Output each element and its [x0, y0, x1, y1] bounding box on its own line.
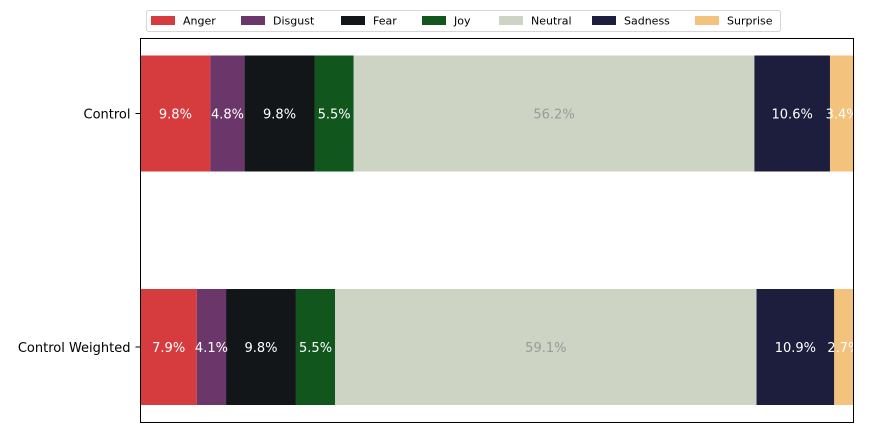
- bar-segment-anger-1: [140, 55, 211, 172]
- bar-segment-anger-2: [140, 289, 197, 405]
- legend: Anger Disgust Fear Joy Neutral Sadness Surpris…: [146, 10, 781, 32]
- legend-label-sadness: Sadness: [624, 15, 670, 28]
- bar-segment-disgust-1: [210, 55, 245, 172]
- data-label-sadness-2: 10.9%: [775, 341, 816, 356]
- legend-box: [146, 10, 781, 32]
- legend-swatch-anger: [151, 16, 175, 25]
- data-label-neutral-2: 59.1%: [525, 341, 566, 356]
- legend-label-joy: Joy: [453, 15, 471, 28]
- legend-swatch-sadness: [592, 16, 616, 25]
- bar-segment-fear-1: [244, 55, 315, 172]
- data-label-sadness-1: 10.6%: [772, 108, 813, 123]
- legend-label-disgust: Disgust: [273, 15, 315, 28]
- data-label-surprise-1: 3.4%: [826, 108, 859, 123]
- data-label-joy-2: 5.5%: [299, 341, 332, 356]
- legend-swatch-joy: [422, 16, 446, 25]
- data-label-disgust-1: 4.8%: [211, 108, 244, 123]
- data-label-anger-1: 9.8%: [159, 108, 192, 123]
- bar-segment-sadness-2: [756, 289, 835, 405]
- legend-label-surprise: Surprise: [727, 15, 773, 28]
- data-label-fear-1: 9.8%: [263, 108, 296, 123]
- y-tick-label-2: Control Weighted: [18, 341, 131, 356]
- bar-segment-neutral-1: [353, 55, 755, 172]
- data-label-joy-1: 5.5%: [318, 108, 351, 123]
- bar-segment-surprise-2: [834, 289, 854, 405]
- legend-swatch-surprise: [695, 16, 719, 25]
- legend-swatch-disgust: [241, 16, 265, 25]
- data-label-surprise-2: 2.7%: [827, 341, 860, 356]
- data-label-fear-2: 9.8%: [244, 341, 277, 356]
- bar-segment-joy-1: [314, 55, 354, 172]
- plot-frame: [140, 38, 854, 423]
- legend-swatch-neutral: [499, 16, 523, 25]
- bars-group: [140, 55, 855, 405]
- bar-segment-fear-2: [226, 289, 296, 405]
- bar-segment-sadness-1: [754, 55, 830, 172]
- y-tick-label-1: Control: [84, 108, 131, 123]
- bar-segment-disgust-2: [196, 289, 227, 405]
- data-label-neutral-1: 56.2%: [533, 108, 574, 123]
- bar-segment-neutral-2: [335, 289, 757, 405]
- legend-label-anger: Anger: [183, 15, 216, 28]
- bar-segment-surprise-1: [829, 55, 855, 172]
- legend-label-neutral: Neutral: [531, 15, 572, 28]
- data-label-disgust-2: 4.1%: [195, 341, 228, 356]
- legend-swatch-fear: [341, 16, 365, 25]
- segment-labels-group: 9.8% 4.8% 9.8% 5.5% 56.2% 10.6% 3.4% 7.9% 4.1% 9.…: [152, 108, 860, 357]
- y-axis: Control Control Weighted: [18, 108, 141, 356]
- bar-segment-joy-2: [295, 289, 336, 405]
- data-label-anger-2: 7.9%: [152, 341, 185, 356]
- legend-label-fear: Fear: [373, 15, 397, 28]
